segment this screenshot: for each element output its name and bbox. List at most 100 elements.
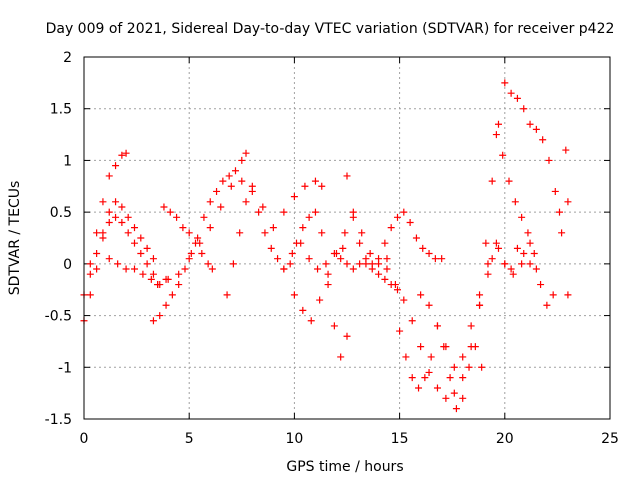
data-point [492, 131, 500, 139]
chart-title: Day 009 of 2021, Sidereal Day-to-day VTE… [46, 21, 615, 37]
data-point [274, 255, 282, 263]
data-point [219, 177, 227, 185]
data-point [122, 265, 130, 273]
data-point [259, 203, 267, 211]
data-point [175, 281, 183, 289]
data-point [118, 203, 126, 211]
data-point [349, 208, 357, 216]
data-point [467, 322, 475, 330]
data-point [137, 234, 145, 242]
data-point [99, 198, 107, 206]
y-tick-label: -1 [58, 360, 72, 376]
data-point [324, 270, 332, 278]
data-point [206, 198, 214, 206]
data-point [478, 363, 486, 371]
data-point [543, 301, 551, 309]
data-point [307, 317, 315, 325]
data-point [520, 250, 528, 258]
data-point [86, 270, 94, 278]
data-point [206, 224, 214, 232]
data-point [417, 343, 425, 351]
data-point [122, 149, 130, 157]
data-point [314, 265, 322, 273]
y-tick-label: -1.5 [45, 412, 72, 428]
data-point [213, 187, 221, 195]
data-point [400, 208, 408, 216]
data-point [301, 182, 309, 190]
x-tick-label: 10 [285, 431, 303, 447]
x-tick-label: 15 [391, 431, 409, 447]
data-point [217, 203, 225, 211]
data-point [168, 291, 176, 299]
data-point [86, 291, 94, 299]
data-point [242, 149, 250, 157]
data-point [324, 281, 332, 289]
data-point [112, 162, 120, 170]
data-point [337, 255, 345, 263]
data-point [286, 260, 294, 268]
data-point [288, 250, 296, 258]
data-point [492, 239, 500, 247]
data-point [290, 291, 298, 299]
data-point [501, 260, 509, 268]
data-point [299, 224, 307, 232]
data-point [375, 270, 383, 278]
data-point [164, 275, 172, 283]
satellite-track-17 [492, 131, 572, 309]
data-point [105, 255, 113, 263]
x-tick-label: 0 [80, 431, 89, 447]
data-point [130, 239, 138, 247]
data-point [311, 208, 319, 216]
data-point [562, 146, 570, 154]
data-point [471, 343, 479, 351]
data-point [526, 260, 534, 268]
data-point [305, 255, 313, 263]
data-point [204, 260, 212, 268]
data-point [387, 224, 395, 232]
data-point [227, 182, 235, 190]
data-point [446, 374, 454, 382]
y-axis-ticks: -1.5 -1 -0.5 0 0.5 1 1.5 2 [45, 50, 610, 428]
data-point [476, 301, 484, 309]
data-point [149, 270, 157, 278]
satellite-track-7 [154, 177, 326, 289]
data-points [80, 79, 572, 413]
satellite-track-5 [149, 149, 250, 325]
data-point [564, 198, 572, 206]
data-point [200, 213, 208, 221]
data-point [393, 213, 401, 221]
data-point [366, 250, 374, 258]
data-point [406, 218, 414, 226]
data-point [526, 120, 534, 128]
satellite-track-3 [86, 213, 170, 289]
data-point [419, 244, 427, 252]
satellite-track-16 [476, 79, 572, 309]
data-point [118, 151, 126, 159]
data-point [187, 250, 195, 258]
data-point [513, 244, 521, 252]
data-point [343, 172, 351, 180]
satellite-track-4 [105, 255, 162, 289]
data-point [442, 394, 450, 402]
data-point [368, 260, 376, 268]
data-point [507, 89, 515, 97]
data-point [450, 363, 458, 371]
data-point [236, 229, 244, 237]
data-point [482, 239, 490, 247]
data-point [139, 270, 147, 278]
x-tick-label: 25 [601, 431, 619, 447]
data-point [318, 229, 326, 237]
x-tick-label: 5 [185, 431, 194, 447]
data-point [381, 239, 389, 247]
data-point [484, 270, 492, 278]
satellite-track-18 [488, 244, 540, 273]
data-point [156, 312, 164, 320]
data-point [505, 177, 513, 185]
data-point [402, 353, 410, 361]
data-point [130, 265, 138, 273]
data-point [316, 296, 324, 304]
data-point [532, 265, 540, 273]
data-point [526, 239, 534, 247]
data-point [332, 250, 340, 258]
satellite-track-15 [417, 239, 534, 371]
